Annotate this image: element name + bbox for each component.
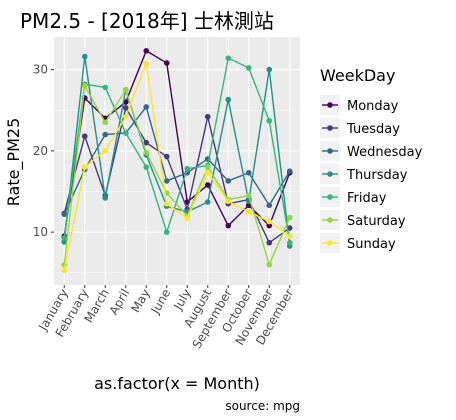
data-point (286, 168, 293, 174)
data-point (61, 239, 68, 245)
data-point (102, 131, 109, 138)
data-point (143, 164, 150, 170)
legend-key-point (327, 194, 333, 200)
data-point (61, 211, 68, 218)
data-point (225, 198, 232, 205)
data-point (143, 149, 150, 156)
y-axis-title: Rate_PM25 (4, 118, 24, 207)
legend-label: Tuesday (346, 122, 400, 137)
series-line (63, 83, 291, 267)
data-point (266, 66, 273, 73)
data-point (102, 119, 109, 126)
y-tick-label: 10 (33, 225, 48, 239)
legend-item-wednesday: Wednesday (320, 141, 423, 161)
data-point (245, 169, 252, 176)
series-line (63, 57, 291, 243)
data-point (204, 182, 211, 188)
data-point (184, 165, 191, 172)
data-point (163, 178, 170, 184)
data-point (122, 87, 129, 93)
data-point (163, 60, 170, 66)
legend-item-friday: Friday (320, 187, 387, 207)
data-point (225, 55, 232, 61)
data-point (122, 113, 129, 120)
data-point (225, 96, 232, 103)
legend-key-point (327, 125, 333, 131)
data-point (266, 239, 273, 246)
data-point (81, 164, 88, 170)
data-point (122, 104, 129, 111)
legend-key-point (327, 217, 333, 223)
data-point (81, 53, 88, 60)
legend-label: Thursday (346, 168, 408, 183)
data-point (245, 209, 252, 215)
legend-title: WeekDay (320, 66, 395, 85)
legend-item-tuesday: Tuesday (320, 118, 400, 138)
legend-items: Monday Tuesday Wednesday Thursday Friday Satu… (320, 95, 423, 253)
series-line (63, 56, 291, 247)
data-point (266, 117, 273, 124)
chart-caption: source: mpg (225, 399, 300, 413)
data-point (266, 218, 273, 225)
legend-label: Saturday (347, 214, 406, 229)
data-point (163, 153, 170, 160)
data-point (204, 164, 211, 170)
data-point (184, 215, 191, 222)
data-point (143, 48, 150, 54)
y-tick-label: 30 (33, 63, 48, 77)
data-point (286, 214, 293, 221)
data-point (225, 178, 232, 184)
series-line (63, 61, 291, 271)
legend-label: Friday (347, 191, 387, 206)
data-point (122, 130, 129, 136)
data-point (81, 82, 88, 89)
data-point (143, 61, 150, 67)
data-point (102, 84, 109, 91)
y-axis: 10 20 30 (33, 63, 54, 239)
legend-label: Monday (347, 99, 399, 114)
data-point (102, 195, 109, 201)
data-point (266, 261, 273, 268)
chart-title: PM2.5 - [2018年] 士林測站 (20, 9, 274, 33)
legend-label: Wednesday (347, 145, 423, 160)
data-point (204, 113, 211, 120)
data-point (245, 192, 252, 199)
data-point (61, 235, 68, 241)
data-point (266, 202, 273, 209)
data-point (204, 169, 211, 176)
data-point (163, 229, 170, 235)
data-point (81, 133, 88, 139)
data-point (286, 239, 293, 246)
legend-item-thursday: Thursday (320, 164, 408, 184)
legend-item-saturday: Saturday (320, 210, 406, 230)
series-sunday (61, 61, 293, 274)
y-tick-label: 20 (33, 144, 48, 158)
legend-key-point (327, 148, 333, 154)
series-layer (61, 48, 293, 274)
data-point (102, 148, 109, 154)
data-point (143, 139, 150, 146)
x-axis-title: as.factor(x = Month) (94, 374, 260, 393)
data-point (163, 200, 170, 207)
legend-key-point (327, 171, 333, 177)
data-point (286, 233, 293, 240)
legend: WeekDay Monday Tuesday Wednesday Thursday Fr… (320, 66, 423, 253)
legend-item-monday: Monday (320, 95, 399, 115)
plot-panel (54, 37, 300, 285)
data-point (143, 104, 150, 110)
legend-key-point (327, 102, 333, 108)
data-point (204, 199, 211, 205)
legend-label: Sunday (347, 237, 396, 252)
data-point (245, 65, 252, 71)
data-point (61, 267, 68, 274)
data-point (266, 222, 273, 229)
legend-item-sunday: Sunday (320, 233, 396, 253)
legend-key-point (327, 240, 333, 246)
data-point (225, 222, 232, 229)
